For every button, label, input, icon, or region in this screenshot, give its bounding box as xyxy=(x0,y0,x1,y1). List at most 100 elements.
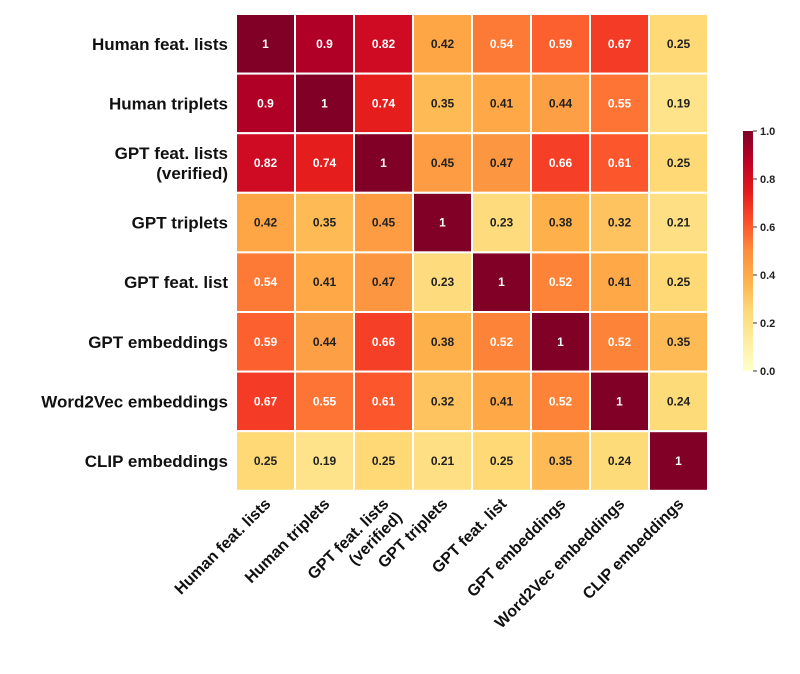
heatmap-cell xyxy=(471,311,532,373)
heatmap-cell xyxy=(648,311,709,373)
cell-value-label: 1 xyxy=(321,96,328,110)
cell-value-label: 0.67 xyxy=(254,394,278,408)
heatmap-cell xyxy=(353,370,414,433)
cell-value-label: 0.55 xyxy=(313,394,337,408)
heatmap-cell xyxy=(294,370,355,433)
cell-value-label: 0.19 xyxy=(667,96,691,110)
heatmap-cell xyxy=(589,191,650,254)
cell-value-label: 0.25 xyxy=(372,454,396,468)
row-label: GPT embeddings xyxy=(88,333,228,352)
colorbar-tick-label: 0.6 xyxy=(760,222,775,234)
heatmap-cell xyxy=(471,251,532,313)
heatmap-cell xyxy=(235,132,296,194)
heatmap-cell xyxy=(412,251,473,313)
cell-value-label: 1 xyxy=(262,37,269,51)
cell-value-label: 1 xyxy=(675,454,682,468)
cell-value-label: 0.59 xyxy=(549,37,573,51)
heatmap-cell xyxy=(589,311,650,373)
cell-value-label: 0.35 xyxy=(549,454,573,468)
heatmap-cell xyxy=(648,430,709,492)
cell-value-label: 0.82 xyxy=(372,37,396,51)
cell-value-label: 0.21 xyxy=(667,216,691,230)
cell-value-label: 0.45 xyxy=(372,216,396,230)
cell-value-label: 0.82 xyxy=(254,156,278,170)
column-label: Human feat. lists xyxy=(172,496,275,599)
cell-value-label: 0.23 xyxy=(431,275,455,289)
cell-value-label: 1 xyxy=(557,335,564,349)
cell-value-label: 0.61 xyxy=(608,156,632,170)
cell-value-label: 0.32 xyxy=(608,216,632,230)
cell-value-label: 0.47 xyxy=(490,156,514,170)
cell-value-label: 0.38 xyxy=(431,335,455,349)
row-label: GPT feat. lists (verified) xyxy=(115,144,228,183)
cell-value-label: 0.55 xyxy=(608,96,632,110)
cell-value-label: 0.59 xyxy=(254,335,278,349)
cell-value-label: 0.66 xyxy=(372,335,396,349)
heatmap-cell xyxy=(530,430,591,492)
heatmap-cell xyxy=(648,72,709,135)
heatmap-cell xyxy=(471,191,532,254)
cell-value-label: 0.35 xyxy=(667,335,691,349)
cell-value-label: 0.47 xyxy=(372,275,396,289)
heatmap-cell xyxy=(412,72,473,135)
column-label: CLIP embeddings xyxy=(580,496,687,603)
cell-value-label: 0.24 xyxy=(667,394,691,408)
column-label: GPT embeddings xyxy=(464,496,569,601)
cell-value-label: 0.9 xyxy=(316,37,333,51)
cell-value-label: 0.41 xyxy=(490,96,514,110)
heatmap-cells: 1 0.9 0.82 0.42 0.54 0.59 0.67 0.25 0.9 1 0.74 0.35… xyxy=(235,13,709,492)
heatmap-cell xyxy=(235,370,296,433)
row-label: Human triplets xyxy=(109,94,228,113)
heatmap-cell xyxy=(648,13,709,75)
heatmap-cell xyxy=(294,72,355,135)
cell-value-label: 0.74 xyxy=(372,96,396,110)
heatmap-cell xyxy=(412,132,473,194)
cell-value-label: 0.25 xyxy=(667,275,691,289)
cell-value-label: 0.41 xyxy=(608,275,632,289)
heatmap-cell xyxy=(648,132,709,194)
cell-value-label: 0.21 xyxy=(431,454,455,468)
heatmap-cell xyxy=(589,370,650,433)
heatmap-cell xyxy=(530,370,591,433)
row-label: GPT feat. list xyxy=(124,273,228,292)
cell-value-label: 1 xyxy=(616,394,623,408)
colorbar-tick-label: 0.0 xyxy=(760,366,775,378)
cell-value-label: 1 xyxy=(498,275,505,289)
heatmap-cell xyxy=(530,13,591,75)
colorbar-tick-label: 0.8 xyxy=(760,174,775,186)
colorbar-gradient xyxy=(743,131,753,371)
heatmap-cell xyxy=(353,191,414,254)
heatmap-cell xyxy=(589,132,650,194)
colorbar-tick-label: 1.0 xyxy=(760,126,775,138)
cell-value-label: 0.52 xyxy=(490,335,514,349)
heatmap-cell xyxy=(412,430,473,492)
row-label: Word2Vec embeddings xyxy=(41,392,228,411)
cell-value-label: 0.35 xyxy=(431,96,455,110)
heatmap-cell xyxy=(353,132,414,194)
row-labels: Human feat. lists Human triplets GPT feat.… xyxy=(41,35,228,471)
cell-value-label: 0.74 xyxy=(313,156,337,170)
heatmap-cell xyxy=(353,430,414,492)
colorbar-tick-label: 0.4 xyxy=(760,270,776,282)
heatmap-cell xyxy=(530,311,591,373)
cell-value-label: 1 xyxy=(439,216,446,230)
heatmap-cell xyxy=(471,430,532,492)
heatmap-cell xyxy=(471,370,532,433)
cell-value-label: 0.45 xyxy=(431,156,455,170)
cell-value-label: 0.25 xyxy=(667,156,691,170)
cell-value-label: 0.24 xyxy=(608,454,632,468)
cell-value-label: 0.52 xyxy=(608,335,632,349)
heatmap-cell xyxy=(235,430,296,492)
heatmap-cell xyxy=(471,132,532,194)
cell-value-label: 0.42 xyxy=(254,216,278,230)
cell-value-label: 0.44 xyxy=(549,96,573,110)
cell-value-label: 0.41 xyxy=(313,275,337,289)
row-label: GPT triplets xyxy=(132,214,228,233)
heatmap-cell xyxy=(530,72,591,135)
row-label: CLIP embeddings xyxy=(85,452,228,471)
cell-value-label: 0.25 xyxy=(254,454,278,468)
heatmap-cell xyxy=(530,132,591,194)
cell-value-label: 0.25 xyxy=(667,37,691,51)
